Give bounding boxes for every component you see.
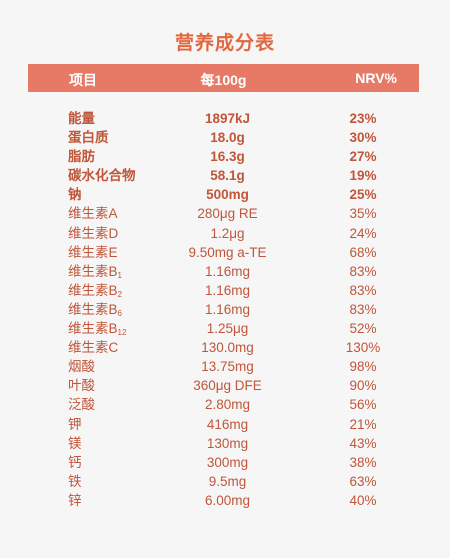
nutrient-name: 维生素C [68, 340, 119, 356]
nutrient-nrv: 21% [349, 416, 377, 432]
nutrient-name: 泛酸 [68, 397, 95, 413]
nutrient-value: 416mg [206, 416, 249, 432]
nutrient-nrv: 68% [349, 244, 377, 260]
table-row: 碳水化合物 58.1g 19% [0, 166, 450, 185]
nutrient-name: 钠 [68, 187, 82, 203]
nutrient-name: 镁 [68, 435, 82, 451]
nutrient-nrv: 24% [349, 225, 377, 241]
table-row: 维生素D 1.2μg 24% [0, 224, 450, 243]
table-row: 泛酸 2.80mg 56% [0, 395, 450, 414]
nutrient-subscript: 2 [117, 289, 122, 299]
header-per100g: 每100g [200, 72, 247, 88]
nutrient-value: 1.25μg [206, 321, 249, 337]
nutrient-name: 铁 [68, 473, 82, 489]
nutrient-name: 钙 [68, 454, 82, 470]
nutrient-name: 维生素B12 [68, 321, 127, 338]
table-row: 钾 416mg 21% [0, 415, 450, 434]
nutrient-nrv: 23% [349, 111, 377, 126]
nutrient-nrv: 38% [349, 454, 377, 470]
nutrient-value: 1.16mg [204, 301, 251, 317]
nutrient-nrv: 43% [349, 435, 377, 451]
nutrient-name: 维生素E [68, 244, 118, 260]
table-row: 能量 1897kJ 23% [0, 109, 450, 128]
table-row: 铁 9.5mg 63% [0, 472, 450, 491]
nutrient-value: 18.0g [210, 130, 245, 146]
nutrient-subscript: 1 [117, 270, 122, 280]
nutrient-name: 维生素A [68, 206, 118, 222]
table-row: 蛋白质 18.0g 30% [0, 128, 450, 147]
nutrient-value: 1897kJ [204, 111, 251, 126]
nutrient-value: 280μg RE [197, 206, 258, 222]
table-header: 项目 每100g NRV% [28, 64, 419, 92]
table-title: 营养成分表 [174, 33, 275, 54]
nutrient-name: 维生素B2 [68, 282, 122, 299]
nutrient-subscript: 6 [117, 308, 122, 318]
table-row: 维生素B2 1.16mg 83% [0, 281, 450, 300]
nutrient-value: 6.00mg [204, 492, 251, 508]
nutrient-value: 1.16mg [204, 263, 251, 279]
nutrient-nrv: 25% [349, 187, 377, 203]
nutrient-nrv: 56% [349, 397, 377, 413]
table-row: 维生素C 130.0mg 130% [0, 338, 450, 357]
nutrient-nrv: 83% [349, 301, 377, 317]
table-row: 烟酸 13.75mg 98% [0, 357, 450, 376]
nutrient-name: 叶酸 [68, 378, 95, 394]
nutrient-nrv: 130% [345, 340, 381, 356]
table-row: 钙 300mg 38% [0, 453, 450, 472]
nutrient-name: 脂肪 [68, 149, 95, 165]
table-row: 钠 500mg 25% [0, 185, 450, 204]
table-row: 维生素B1 1.16mg 83% [0, 262, 450, 281]
nutrient-value: 9.5mg [208, 473, 247, 489]
nutrient-nrv: 35% [349, 206, 377, 222]
table-row: 维生素B12 1.25μg 52% [0, 319, 450, 338]
nutrient-name: 能量 [68, 111, 95, 126]
nutrient-value: 13.75mg [201, 359, 254, 375]
table-row: 维生素B6 1.16mg 83% [0, 300, 450, 319]
nutrient-name: 蛋白质 [68, 130, 109, 146]
nutrient-subscript: 12 [117, 328, 127, 338]
nutrient-name: 烟酸 [68, 359, 95, 375]
nutrient-value: 9.50mg a-TE [188, 244, 267, 260]
header-nrv: NRV% [355, 70, 397, 86]
nutrient-nrv: 30% [349, 130, 377, 146]
nutrient-value: 16.3g [210, 149, 245, 165]
nutrient-name: 维生素B1 [68, 263, 122, 280]
nutrient-name: 钾 [68, 416, 82, 432]
table-row: 叶酸 360μg DFE 90% [0, 376, 450, 395]
nutrient-name: 维生素D [68, 225, 119, 241]
nutrient-nrv: 83% [349, 282, 377, 298]
nutrient-nrv: 27% [349, 149, 377, 165]
nutrient-value: 500mg [206, 187, 249, 203]
nutrient-nrv: 19% [349, 168, 377, 184]
table-row: 维生素A 280μg RE 35% [0, 204, 450, 223]
nutrient-nrv: 52% [349, 321, 377, 337]
table-row: 锌 6.00mg 40% [0, 491, 450, 510]
nutrient-name: 碳水化合物 [68, 168, 136, 184]
nutrient-value: 300mg [206, 454, 249, 470]
header-item: 项目 [69, 72, 97, 88]
nutrient-value: 130.0mg [201, 340, 254, 356]
table-row: 维生素E 9.50mg a-TE 68% [0, 243, 450, 262]
nutrient-nrv: 90% [349, 378, 377, 394]
nutrient-name: 维生素B6 [68, 301, 122, 318]
nutrient-value: 1.2μg [210, 225, 245, 241]
nutrient-value: 130mg [206, 435, 249, 451]
nutrient-nrv: 83% [349, 263, 377, 279]
table-row: 镁 130mg 43% [0, 434, 450, 453]
table-row: 脂肪 16.3g 27% [0, 147, 450, 166]
nutrient-nrv: 98% [349, 359, 377, 375]
nutrient-name: 锌 [68, 492, 82, 508]
nutrient-value: 58.1g [210, 168, 245, 184]
nutrient-value: 1.16mg [204, 282, 251, 298]
nutrient-value: 2.80mg [204, 397, 251, 413]
nutrient-nrv: 63% [349, 473, 377, 489]
nutrition-rows: 能量 1897kJ 23% 蛋白质 18.0g 30% 脂肪 16.3g 27% 碳水化合物 58.… [0, 109, 450, 510]
nutrient-nrv: 40% [349, 492, 377, 508]
nutrient-value: 360μg DFE [193, 378, 262, 394]
